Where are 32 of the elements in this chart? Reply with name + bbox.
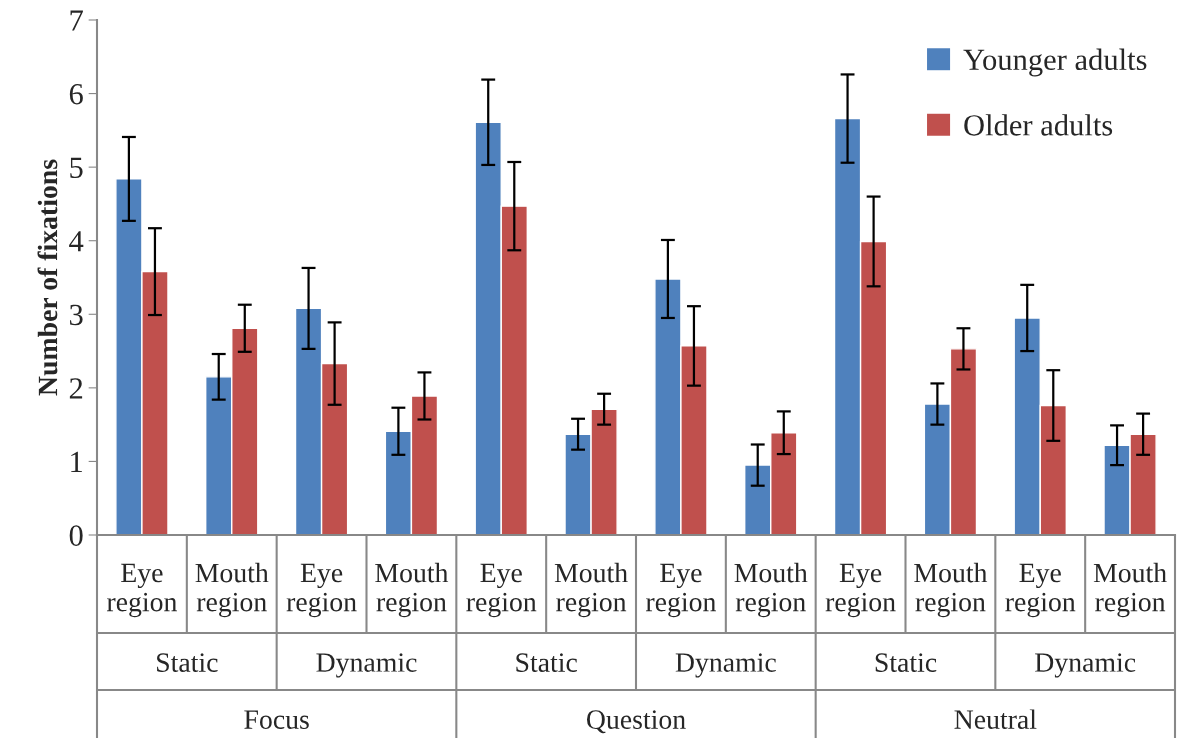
text: Neutral — [954, 709, 1037, 729]
text: Static — [516, 653, 577, 672]
x-tick-label: Eye region — [106, 563, 177, 618]
x-tick-label: Eye region — [825, 563, 896, 618]
y-tick-label: 7 — [70, 10, 83, 31]
text: Static — [875, 653, 937, 672]
x-tick-label: Mouth region — [734, 562, 808, 618]
x-tick-label: Mouth region — [914, 562, 988, 618]
legend-label: Older adults — [964, 114, 1113, 136]
y-tick-label: 2 — [69, 378, 83, 399]
text: Question — [586, 710, 686, 734]
text: Dynamic — [316, 653, 417, 678]
legend-label: Younger adults — [963, 48, 1147, 77]
x-tick-label: Eye region — [645, 563, 716, 618]
x-tick-label: Eye region — [466, 563, 537, 618]
y-tick-label: 6 — [69, 83, 83, 105]
text: Static — [157, 653, 218, 672]
x-tick-label: Eye region — [286, 563, 357, 618]
text: Focus — [244, 710, 309, 729]
x-tick-label: Mouth region — [1093, 562, 1167, 618]
x-tick-label: Mouth region — [195, 562, 269, 618]
y-tick-label: 5 — [70, 157, 83, 179]
y-tick-label: 0 — [69, 525, 83, 546]
x-tick-label: Mouth region — [375, 562, 449, 618]
y-axis-title: Number of fixations — [37, 159, 58, 396]
y-tick-label: 1 — [71, 451, 82, 473]
x-tick-label: Mouth region — [554, 562, 628, 618]
y-tick-label: 4 — [69, 231, 84, 252]
y-tick-label: 3 — [69, 304, 83, 326]
text: Dynamic — [675, 653, 776, 678]
text: Dynamic — [1035, 653, 1136, 678]
x-tick-label: Eye region — [1005, 563, 1076, 618]
